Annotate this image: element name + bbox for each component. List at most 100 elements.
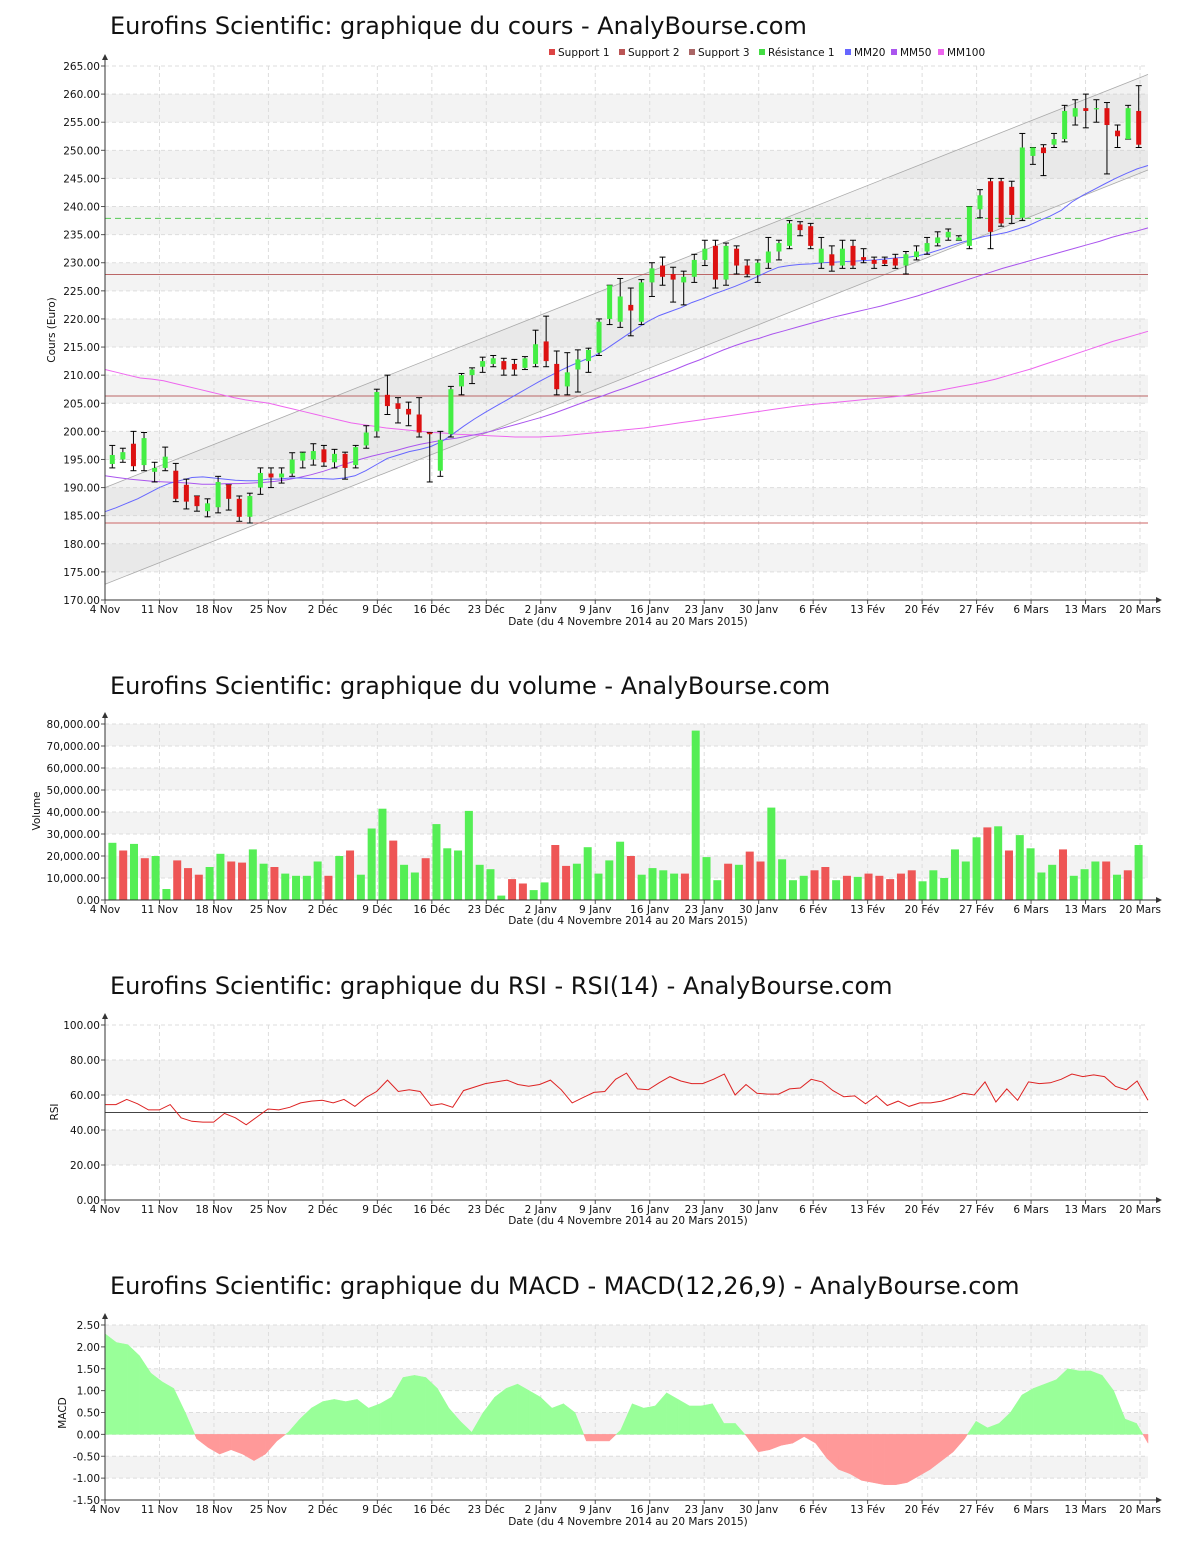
candle-body — [448, 389, 454, 435]
macd-area — [173, 1388, 186, 1435]
candle — [775, 239, 782, 261]
candle — [141, 431, 148, 472]
y-tick-label: 40,000.00 — [47, 807, 100, 819]
macd-chart-title: Eurofins Scientific: graphique du MACD -… — [110, 1272, 1020, 1300]
candle-body — [712, 245, 718, 280]
candle-body — [205, 503, 211, 512]
legend-swatch — [689, 49, 695, 55]
volume-x-axis-label: Date (du 4 Novembre 2014 au 20 Mars 2015… — [508, 915, 748, 927]
x-tick-label: 4 Nov — [90, 1204, 121, 1216]
x-tick-label: 2 Janv — [525, 904, 557, 916]
macd-area — [194, 1434, 197, 1439]
x-tick-label: 18 Nov — [195, 904, 232, 916]
candle — [1125, 104, 1132, 140]
macd-area — [803, 1434, 816, 1444]
volume-bar — [767, 807, 776, 900]
macd-area — [1033, 1383, 1046, 1435]
y-tick-label: 30,000.00 — [47, 829, 100, 841]
candle-body — [882, 259, 888, 264]
macd-area — [654, 1392, 667, 1435]
macd-area — [368, 1403, 381, 1435]
price-chart: Eurofins Scientific: graphique du cours … — [46, 12, 1162, 628]
macd-area — [872, 1434, 885, 1485]
volume-bar — [648, 868, 657, 900]
volume-bar — [1048, 864, 1057, 900]
candle — [574, 349, 581, 393]
candle-body — [628, 304, 634, 311]
candle-body — [1093, 108, 1099, 110]
x-tick-label: 25 Nov — [250, 1204, 287, 1216]
y-tick-label: 245.00 — [63, 173, 100, 185]
candle — [384, 374, 391, 416]
volume-bar — [324, 875, 333, 900]
candle — [405, 401, 412, 427]
candle-body — [861, 257, 867, 260]
candle — [183, 478, 190, 510]
macd-area — [861, 1434, 874, 1483]
plot-band — [105, 1456, 1148, 1479]
y-tick-label: 230.00 — [63, 258, 100, 270]
volume-chart: Eurofins Scientific: graphique du volume… — [31, 672, 1162, 927]
rsi-chart: Eurofins Scientific: graphique du RSI - … — [49, 972, 1162, 1227]
macd-area — [815, 1434, 828, 1460]
volume-bar — [367, 828, 376, 900]
candle — [998, 177, 1005, 227]
y-tick-label: 0.00 — [77, 895, 100, 907]
x-tick-label: 16 Déc — [413, 1504, 450, 1516]
candle-body — [194, 496, 200, 507]
x-tick-label: 23 Janv — [685, 1504, 724, 1516]
volume-bar — [1037, 872, 1046, 900]
legend-swatch — [759, 49, 765, 55]
volume-bar — [313, 861, 322, 900]
volume-bar — [356, 874, 365, 900]
x-tick-label: 16 Déc — [413, 604, 450, 616]
plot-band — [105, 318, 1148, 348]
x-tick-label: 30 Janv — [739, 604, 778, 616]
volume-bar — [745, 851, 754, 900]
candle-body — [776, 243, 782, 252]
x-tick-label: 6 Fév — [799, 1504, 827, 1516]
candle — [1008, 180, 1015, 224]
candle-body — [649, 268, 655, 283]
candle — [278, 467, 285, 484]
volume-bar — [918, 881, 927, 900]
price-y-axis-label: Cours (Euro) — [46, 297, 58, 363]
x-tick-label: 6 Mars — [1013, 604, 1048, 616]
x-tick-label: 2 Janv — [525, 604, 557, 616]
candle-body — [511, 363, 517, 370]
x-tick-label: 16 Déc — [413, 1204, 450, 1216]
candle-body — [839, 248, 845, 266]
y-tick-label: 50,000.00 — [47, 785, 100, 797]
macd-area — [563, 1403, 576, 1435]
y-tick-label: 240.00 — [63, 202, 100, 214]
legend-label: MM50 — [900, 47, 931, 59]
y-tick-label: 225.00 — [63, 286, 100, 298]
volume-bar — [713, 880, 722, 900]
candle-body — [141, 438, 147, 466]
macd-area — [482, 1396, 495, 1435]
candle-body — [1040, 147, 1046, 154]
candle — [987, 177, 994, 250]
y-tick-label: 80.00 — [70, 1055, 100, 1067]
candle — [966, 206, 973, 250]
volume-bar — [454, 850, 463, 900]
candle — [564, 352, 571, 396]
candle-body — [183, 484, 189, 502]
candle — [765, 236, 772, 269]
candle-body — [691, 259, 697, 277]
volume-bar — [108, 842, 117, 900]
macd-area — [1067, 1368, 1080, 1435]
macd-area — [150, 1372, 163, 1435]
volume-bar — [594, 873, 603, 900]
y-tick-label: 235.00 — [63, 230, 100, 242]
macd-area — [402, 1375, 415, 1435]
volume-bar — [994, 826, 1003, 900]
volume-bar — [292, 875, 301, 900]
candle — [648, 262, 655, 297]
volume-bar — [270, 867, 279, 900]
macd-area — [907, 1434, 920, 1483]
macd-area — [1136, 1422, 1144, 1435]
volume-bar — [421, 858, 430, 900]
x-tick-label: 20 Fév — [905, 904, 940, 916]
candle — [902, 250, 909, 275]
